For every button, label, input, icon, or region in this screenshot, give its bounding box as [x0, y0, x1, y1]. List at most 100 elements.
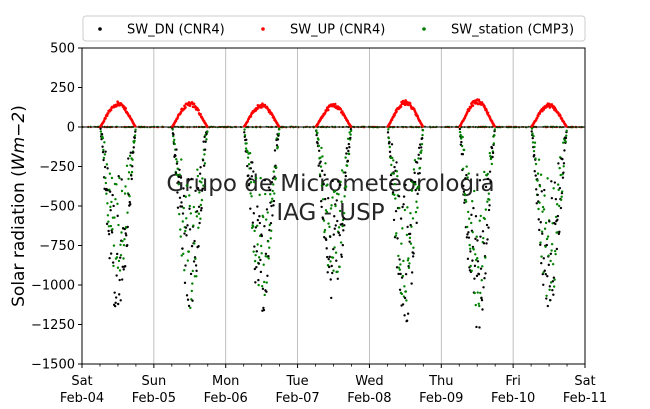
point-sw-station [272, 170, 275, 173]
point-sw-station [182, 206, 185, 210]
point-sw-station [272, 183, 275, 186]
point-sw-station [330, 204, 333, 207]
point-sw-station [195, 275, 198, 278]
point-sw-dn [533, 170, 536, 173]
point-sw-station [402, 259, 405, 263]
point-sw-dn [491, 151, 495, 155]
point-sw-dn [391, 191, 395, 194]
point-sw-dn [188, 207, 191, 210]
point-sw-dn [267, 254, 270, 258]
point-sw-station [177, 182, 180, 186]
point-sw-dn [263, 178, 267, 182]
point-sw-dn [417, 146, 421, 150]
point-sw-dn [464, 177, 467, 180]
point-sw-station [102, 156, 106, 160]
point-sw-station [477, 265, 480, 269]
point-sw-dn [185, 234, 188, 237]
point-sw-dn [414, 188, 417, 192]
point-sw-dn [482, 242, 486, 245]
point-sw-station [263, 293, 266, 297]
point-sw-station [333, 190, 337, 193]
point-sw-station [412, 168, 416, 171]
point-sw-station [536, 172, 540, 175]
x-tick-label-date: Feb-11 [563, 391, 607, 406]
point-sw-dn [548, 285, 552, 288]
point-sw-station [539, 241, 542, 244]
point-sw-dn [486, 238, 489, 241]
point-sw-dn [197, 245, 200, 248]
point-sw-dn [332, 247, 335, 251]
point-sw-station [466, 210, 470, 214]
point-sw-up [105, 114, 109, 118]
point-sw-station [336, 270, 339, 273]
point-sw-dn [467, 231, 470, 234]
point-sw-station [268, 223, 271, 227]
point-sw-station [490, 162, 494, 166]
point-sw-station [186, 259, 190, 262]
point-sw-station [398, 206, 401, 210]
point-sw-station [120, 231, 123, 234]
point-sw-station [550, 242, 554, 246]
point-sw-station [482, 236, 485, 240]
point-sw-station [410, 225, 413, 228]
point-sw-dn [553, 181, 557, 184]
x-tick-label-day: Wed [355, 374, 383, 389]
point-sw-station [319, 165, 323, 168]
point-sw-station [129, 163, 132, 167]
point-sw-station [197, 226, 200, 229]
y-tick-label: 500 [50, 42, 75, 57]
point-sw-dn [134, 130, 137, 133]
point-sw-up [106, 112, 110, 115]
point-sw-station [392, 159, 395, 162]
point-sw-dn [205, 132, 208, 136]
point-sw-station [466, 176, 469, 179]
point-sw-dn [332, 233, 335, 236]
point-sw-station [118, 176, 121, 180]
point-sw-station [260, 252, 263, 255]
point-sw-station [248, 151, 252, 155]
point-sw-station [332, 269, 335, 272]
point-sw-dn [256, 205, 259, 208]
point-sw-station [394, 197, 397, 200]
point-sw-station [338, 209, 342, 213]
point-sw-station [346, 137, 350, 140]
point-sw-station [420, 142, 424, 146]
point-sw-dn [265, 208, 269, 211]
point-sw-dn [550, 196, 554, 200]
point-sw-dn [253, 245, 256, 248]
point-sw-dn [116, 302, 120, 306]
point-sw-up [540, 109, 544, 113]
point-sw-up [277, 125, 281, 128]
point-sw-station [113, 216, 116, 219]
point-sw-dn [469, 250, 472, 253]
point-sw-dn [460, 140, 463, 144]
point-sw-station [173, 138, 176, 142]
point-sw-dn [264, 252, 268, 255]
point-sw-dn [326, 255, 329, 259]
point-sw-station [202, 184, 205, 187]
point-sw-dn [539, 221, 542, 224]
point-sw-station [130, 170, 134, 174]
point-sw-dn [172, 133, 175, 136]
point-sw-dn [485, 223, 489, 227]
point-sw-dn [474, 215, 478, 218]
point-sw-station [203, 153, 206, 156]
point-sw-dn [558, 230, 561, 234]
point-sw-station [269, 237, 272, 240]
point-sw-station [347, 152, 351, 156]
point-sw-dn [331, 179, 334, 183]
point-sw-station [390, 163, 393, 167]
point-sw-station [196, 174, 200, 178]
point-sw-dn [319, 200, 323, 203]
point-sw-dn [540, 261, 543, 265]
point-sw-station [565, 134, 568, 137]
point-sw-station [397, 266, 401, 269]
point-sw-station [123, 238, 126, 241]
point-sw-station [479, 291, 482, 295]
point-sw-station [127, 177, 130, 181]
legend-box [82, 15, 586, 42]
point-sw-dn [268, 188, 272, 192]
point-sw-station [323, 230, 326, 234]
point-sw-station [109, 205, 112, 209]
point-sw-dn [117, 293, 121, 296]
